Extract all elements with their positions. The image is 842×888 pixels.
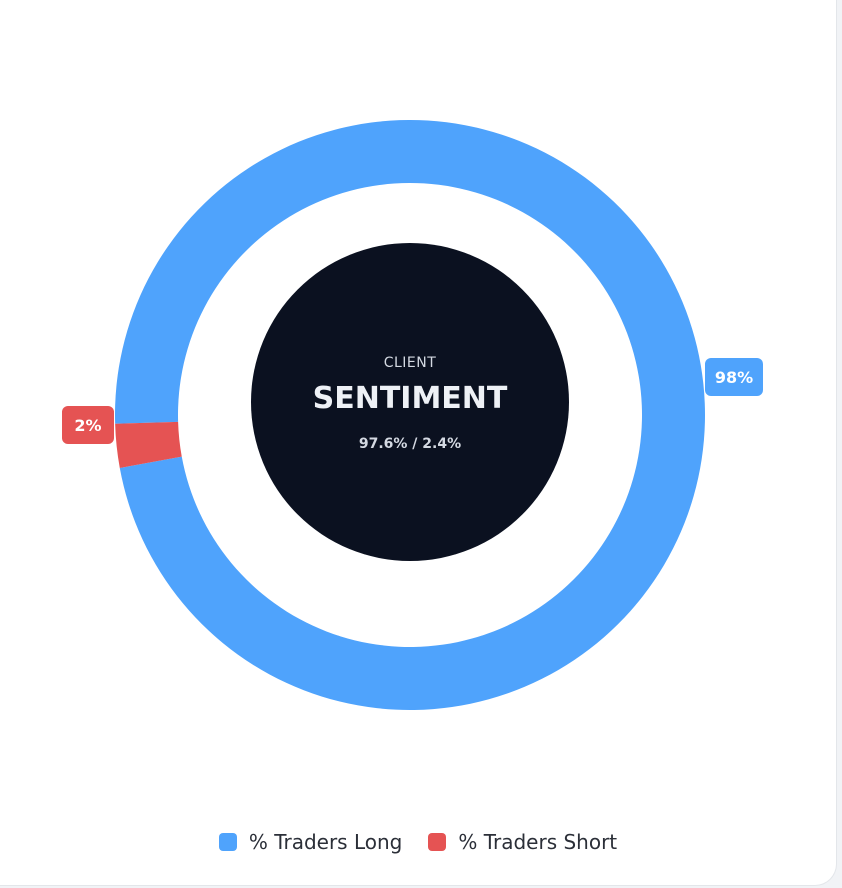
legend-swatch-long [218, 833, 237, 851]
legend-label-short: % Traders Short [458, 830, 618, 854]
center-disc [251, 243, 569, 561]
legend-item-short[interactable]: % Traders Short [428, 830, 617, 854]
donut-chart: CLIENT SENTIMENT 97.6% / 2.4% 98% 2% [62, 120, 763, 711]
legend-label-long: % Traders Long [248, 830, 403, 854]
slice-short[interactable] [115, 421, 182, 468]
data-label-text-short: 2% [74, 416, 101, 435]
data-label-short: 2% [62, 406, 114, 444]
data-label-box-long [705, 358, 763, 396]
data-label-text-long: 98% [715, 368, 753, 387]
data-label-box-short [62, 406, 114, 444]
center-ratio: 97.6% / 2.4% [359, 436, 461, 452]
center-title: SENTIMENT [313, 381, 508, 416]
legend: % Traders Long % Traders Short [0, 830, 836, 854]
center-subtitle: CLIENT [384, 355, 437, 371]
data-label-long: 98% [705, 358, 763, 396]
legend-swatch-short [428, 833, 447, 851]
legend-item-long[interactable]: % Traders Long [218, 830, 403, 854]
